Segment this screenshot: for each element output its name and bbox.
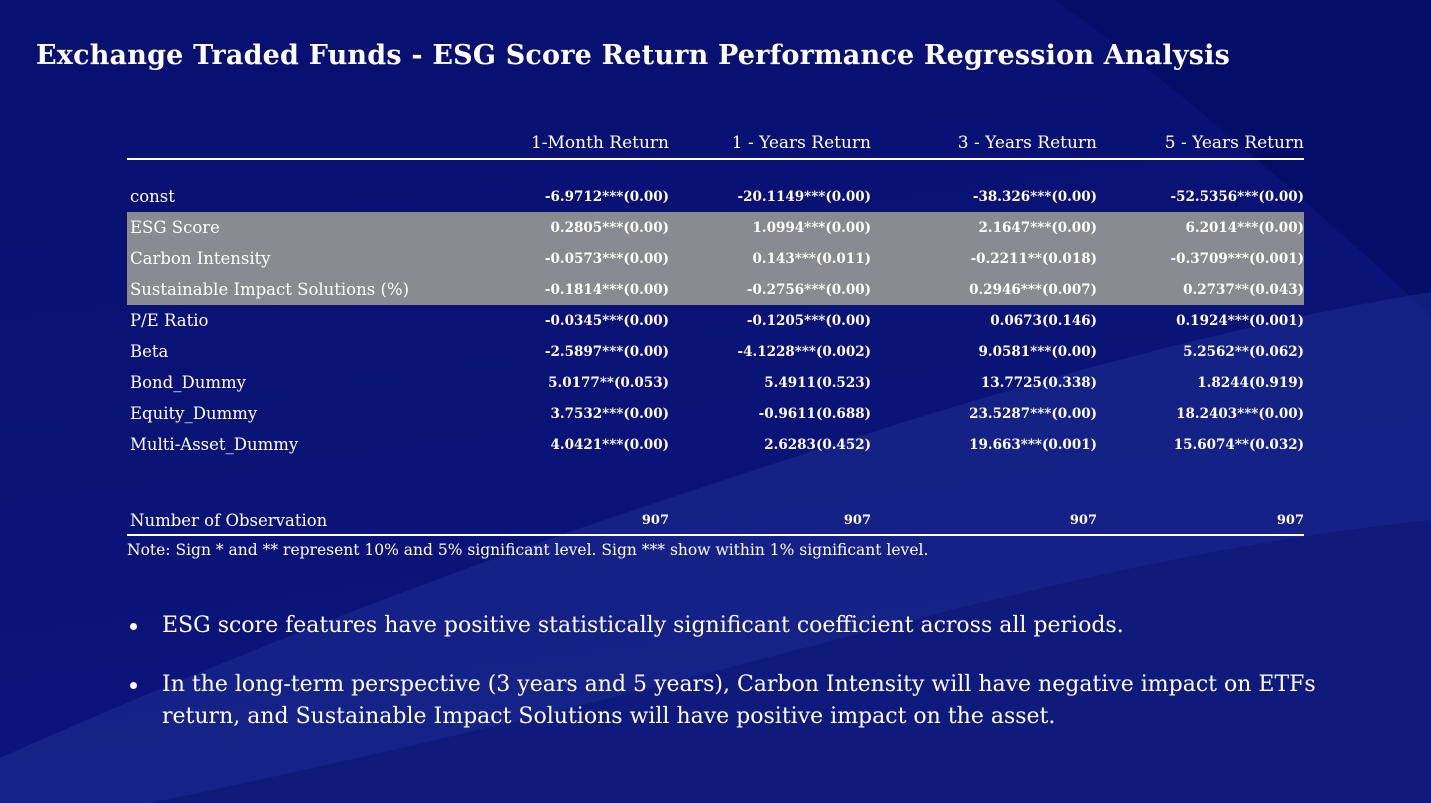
coefficient-value: 5.2562**(0.062) bbox=[1183, 343, 1304, 360]
coefficient-value: 23.5287***(0.00) bbox=[969, 405, 1097, 422]
row-label: Bond_Dummy bbox=[130, 373, 246, 392]
table-row: Bond_Dummy 5.0177**(0.053) 5.4911(0.523) 13… bbox=[127, 367, 1304, 398]
observation-count: 907 bbox=[1276, 513, 1304, 528]
slide-title: Exchange Traded Funds - ESG Score Return… bbox=[36, 40, 1231, 71]
observation-count: 907 bbox=[843, 513, 871, 528]
coefficient-value: 15.6074**(0.032) bbox=[1173, 436, 1304, 453]
column-header: 5 - Years Return bbox=[1164, 133, 1304, 153]
coefficient-value: 0.1924***(0.001) bbox=[1176, 312, 1304, 329]
coefficient-value: -0.0345***(0.00) bbox=[544, 312, 669, 329]
coefficient-value: -38.326***(0.00) bbox=[972, 188, 1097, 205]
column-header: 1-Month Return bbox=[530, 133, 669, 153]
table-row-highlighted: Sustainable Impact Solutions (%) -0.1814*… bbox=[127, 274, 1304, 305]
coefficient-value: 0.2805***(0.00) bbox=[550, 219, 669, 236]
bullet-text: ESG score features have positive statist… bbox=[162, 613, 1124, 638]
footer-label: Number of Observation bbox=[130, 511, 328, 530]
column-header: 3 - Years Return bbox=[957, 133, 1097, 153]
coefficient-value: -0.1205***(0.00) bbox=[746, 312, 871, 329]
coefficient-value: -20.1149***(0.00) bbox=[737, 188, 872, 205]
coefficient-value: 2.6283(0.452) bbox=[764, 436, 871, 453]
coefficient-value: 3.7532***(0.00) bbox=[550, 405, 669, 422]
coefficient-value: -0.2211**(0.018) bbox=[970, 250, 1097, 267]
coefficient-value: -0.0573***(0.00) bbox=[544, 250, 669, 267]
coefficient-value: -4.1228***(0.002) bbox=[737, 343, 872, 360]
coefficient-value: 19.663***(0.001) bbox=[969, 436, 1097, 453]
coefficient-value: 9.0581***(0.00) bbox=[978, 343, 1097, 360]
coefficient-value: 5.0177**(0.053) bbox=[548, 374, 669, 391]
bullet-item: In the long-term perspective (3 years an… bbox=[128, 669, 1396, 733]
background-light-swoosh bbox=[0, 292, 1431, 803]
regression-table: 1-Month Return 1 - Years Return 3 - Years … bbox=[127, 133, 1304, 559]
coefficient-value: -0.2756***(0.00) bbox=[746, 281, 871, 298]
coefficient-value: 1.0994***(0.00) bbox=[752, 219, 871, 236]
coefficient-value: -6.9712***(0.00) bbox=[544, 188, 669, 205]
coefficient-value: -2.5897***(0.00) bbox=[544, 343, 669, 360]
coefficient-value: 4.0421***(0.00) bbox=[550, 436, 669, 453]
coefficient-value: 18.2403***(0.00) bbox=[1176, 405, 1304, 422]
observation-count: 907 bbox=[1069, 513, 1097, 528]
bullet-text: In the long-term perspective (3 years an… bbox=[162, 672, 1316, 729]
coefficient-value: 0.143***(0.011) bbox=[752, 250, 871, 267]
coefficient-value: 0.2737**(0.043) bbox=[1183, 281, 1304, 298]
table-header-row: 1-Month Return 1 - Years Return 3 - Years … bbox=[127, 133, 1304, 160]
table-row: Equity_Dummy 3.7532***(0.00) -0.9611(0.688… bbox=[127, 398, 1304, 429]
coefficient-value: -0.1814***(0.00) bbox=[544, 281, 669, 298]
column-header: 1 - Years Return bbox=[731, 133, 871, 153]
coefficient-value: 6.2014***(0.00) bbox=[1185, 219, 1304, 236]
coefficient-value: 0.2946***(0.007) bbox=[969, 281, 1097, 298]
table-row: Beta -2.5897***(0.00) -4.1228***(0.002) 9.0… bbox=[127, 336, 1304, 367]
row-label: Carbon Intensity bbox=[130, 249, 271, 268]
bullet-dot bbox=[130, 623, 137, 630]
table-row: Multi-Asset_Dummy 4.0421***(0.00) 2.6283(0… bbox=[127, 429, 1304, 460]
coefficient-value: -52.5356***(0.00) bbox=[1170, 188, 1305, 205]
significance-note: Note: Sign * and ** represent 10% and 5%… bbox=[127, 541, 929, 559]
coefficient-value: -0.3709***(0.001) bbox=[1170, 250, 1305, 267]
coefficient-value: 0.0673(0.146) bbox=[990, 312, 1097, 329]
background-lower-swoosh bbox=[150, 520, 1431, 803]
coefficient-value: 13.7725(0.338) bbox=[980, 374, 1097, 391]
coefficient-value: 5.4911(0.523) bbox=[764, 374, 871, 391]
row-label: Multi-Asset_Dummy bbox=[130, 435, 299, 454]
row-label: Sustainable Impact Solutions (%) bbox=[130, 280, 410, 299]
row-label: const bbox=[130, 187, 175, 206]
coefficient-value: 2.1647***(0.00) bbox=[978, 219, 1097, 236]
row-label: ESG Score bbox=[130, 218, 220, 237]
coefficient-value: 1.8244(0.919) bbox=[1197, 374, 1304, 391]
coefficient-value: -0.9611(0.688) bbox=[758, 405, 871, 422]
bullet-list: ESG score features have positive statist… bbox=[128, 610, 1396, 733]
table-body: const -6.9712***(0.00) -20.1149***(0.00) -3… bbox=[127, 160, 1304, 460]
observation-count: 907 bbox=[641, 513, 669, 528]
table-row: const -6.9712***(0.00) -20.1149***(0.00) -3… bbox=[127, 181, 1304, 212]
background-corner-band bbox=[1055, 0, 1431, 315]
table-row-highlighted: ESG Score 0.2805***(0.00) 1.0994***(0.00) 2… bbox=[127, 212, 1304, 243]
row-label: Beta bbox=[130, 342, 169, 361]
table-row: P/E Ratio -0.0345***(0.00) -0.1205***(0.00… bbox=[127, 305, 1304, 336]
table-row-highlighted: Carbon Intensity -0.0573***(0.00) 0.143***… bbox=[127, 243, 1304, 274]
bullet-dot bbox=[130, 682, 137, 689]
row-label: P/E Ratio bbox=[130, 311, 209, 330]
bullet-item: ESG score features have positive statist… bbox=[128, 610, 1396, 642]
row-label: Equity_Dummy bbox=[130, 404, 258, 423]
table-footer-row: Number of Observation 907 907 907 907 bbox=[127, 511, 1304, 536]
